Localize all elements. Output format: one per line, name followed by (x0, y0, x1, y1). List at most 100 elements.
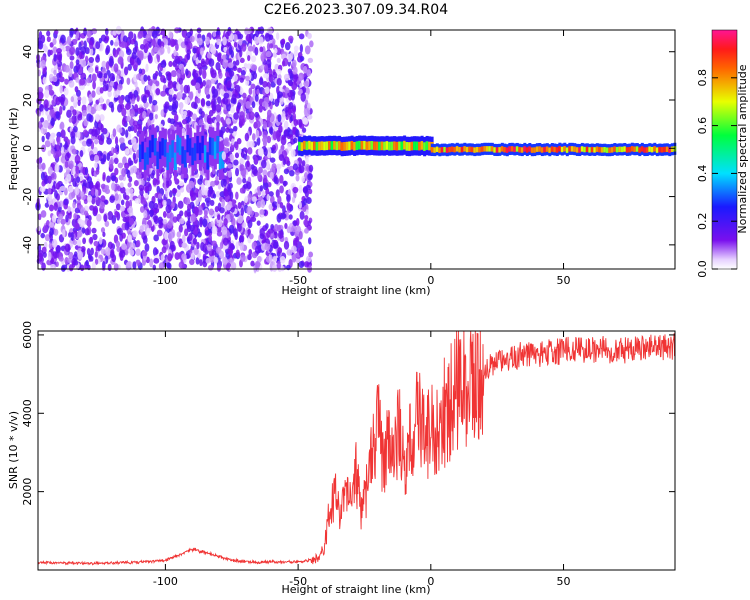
spectrogram-cell (129, 38, 136, 45)
spectrogram-cell (215, 114, 221, 123)
spectrogram-cell (310, 141, 314, 151)
spectrogram-cell (275, 32, 280, 40)
spectrogram-cell (72, 165, 77, 175)
spectrogram-cell (54, 29, 59, 35)
spectrogram-cell (156, 151, 160, 170)
spectrogram-cell (184, 210, 188, 218)
spectrogram-cell (300, 92, 306, 102)
spectrogram-cell (246, 155, 250, 161)
spectrogram-cell (167, 46, 171, 54)
spectrogram-cell (89, 154, 95, 162)
spectrogram-cell (50, 171, 57, 181)
spectrogram-cell (134, 80, 138, 88)
spectrogram-cell (68, 80, 75, 88)
spectrogram-cell (95, 104, 102, 112)
spectrogram-cell (88, 56, 95, 64)
spectrogram-cell (453, 146, 457, 153)
spectrogram-cell (200, 241, 205, 251)
spectrogram-cell (181, 29, 188, 38)
spectrogram-cell (135, 248, 141, 256)
spectrogram-cell (141, 179, 145, 186)
spectrogram-cell (47, 166, 53, 175)
spectrogram-cell (425, 141, 429, 150)
spectrogram-cell (247, 228, 251, 236)
spectrogram-cell (308, 140, 312, 150)
spectrogram-cell (74, 207, 80, 214)
spectrogram-cell (92, 80, 96, 90)
spectrogram-cell (413, 141, 417, 151)
spectrogram-cell (205, 36, 211, 45)
spectrogram-cell (195, 257, 200, 265)
spectrogram-cell (77, 250, 84, 260)
spectrogram-cell (663, 146, 667, 153)
spectrogram-cell (144, 42, 150, 50)
spectrogram-cell (188, 138, 192, 156)
spectrogram-cell (114, 81, 119, 88)
spectrogram-cell (174, 100, 179, 109)
spectrogram-cell (271, 264, 278, 272)
spectrogram-cell (305, 141, 309, 151)
spectrogram-cell (90, 247, 94, 256)
spectrogram-cell (184, 96, 191, 105)
spectrogram-cell (189, 35, 195, 43)
spectrogram-cell (222, 58, 229, 69)
spectrogram-cell (177, 200, 184, 209)
spectrogram-cell (258, 77, 264, 86)
spectrogram-cell (232, 34, 238, 42)
spectrogram-cell (51, 239, 58, 249)
spectrogram-cell (48, 84, 53, 92)
spectrogram-cell (58, 256, 64, 262)
spectrogram-cell (66, 36, 72, 45)
spectrogram-cell (91, 261, 96, 271)
spectrogram-cell (505, 147, 509, 153)
spectrogram-cell (161, 246, 167, 254)
spectrogram-cell (167, 80, 174, 90)
spectrogram-cell (488, 146, 492, 152)
spectrogram-cell (483, 146, 487, 152)
spectrogram-cell (248, 111, 255, 121)
spectrogram-cell (308, 251, 314, 258)
spectrogram-cell (144, 192, 149, 199)
spectrogram-cell (116, 69, 122, 76)
spectrogram-cell (132, 261, 137, 270)
spectrogram-cell (59, 84, 63, 94)
spectrogram-cell (199, 47, 204, 56)
spectrogram-cell (92, 146, 98, 155)
spectrogram-cell (180, 66, 185, 75)
spectrogram-cell (270, 81, 276, 88)
spectrogram-cell (95, 181, 101, 190)
spectrogram-cell (252, 71, 258, 80)
spectrogram-cell (164, 231, 169, 241)
spectrogram-cell (298, 260, 305, 269)
spectrogram-cell (583, 146, 587, 153)
spectrogram-cell (291, 196, 296, 204)
spectrogram-cell (630, 146, 634, 152)
spectrogram-cell (208, 208, 215, 216)
spectrogram-cell (56, 136, 61, 145)
spectrogram-cell (148, 140, 152, 158)
spectrogram-cell (212, 193, 217, 199)
spectrogram-cell (217, 183, 222, 190)
spectrogram-cell (178, 180, 185, 187)
spectrogram-x-tick-label: -100 (153, 274, 178, 287)
spectrogram-cell (254, 120, 261, 129)
spectrogram-cell (109, 195, 115, 203)
spectrogram-cell (298, 231, 303, 240)
spectrogram-y-tick-label: 0 (21, 145, 34, 152)
spectrogram-x-tick-label: -50 (289, 274, 307, 287)
spectrogram-cell (480, 146, 484, 152)
spectrogram-cell (176, 83, 181, 91)
spectrogram-cell (74, 154, 81, 165)
spectrogram-cell (221, 151, 226, 161)
spectrogram-cell (166, 221, 173, 229)
spectrogram-cell (236, 177, 242, 185)
spectrogram-cell (149, 209, 154, 218)
spectrogram-cell (40, 232, 46, 239)
spectrogram-cell (525, 147, 529, 153)
spectrogram-cell (345, 141, 349, 151)
spectrogram-cell (244, 195, 248, 204)
spectrogram-cell (251, 196, 257, 202)
spectrogram-cell (468, 146, 472, 153)
spectrogram-cell (655, 147, 659, 153)
spectrogram-cell (75, 62, 81, 71)
